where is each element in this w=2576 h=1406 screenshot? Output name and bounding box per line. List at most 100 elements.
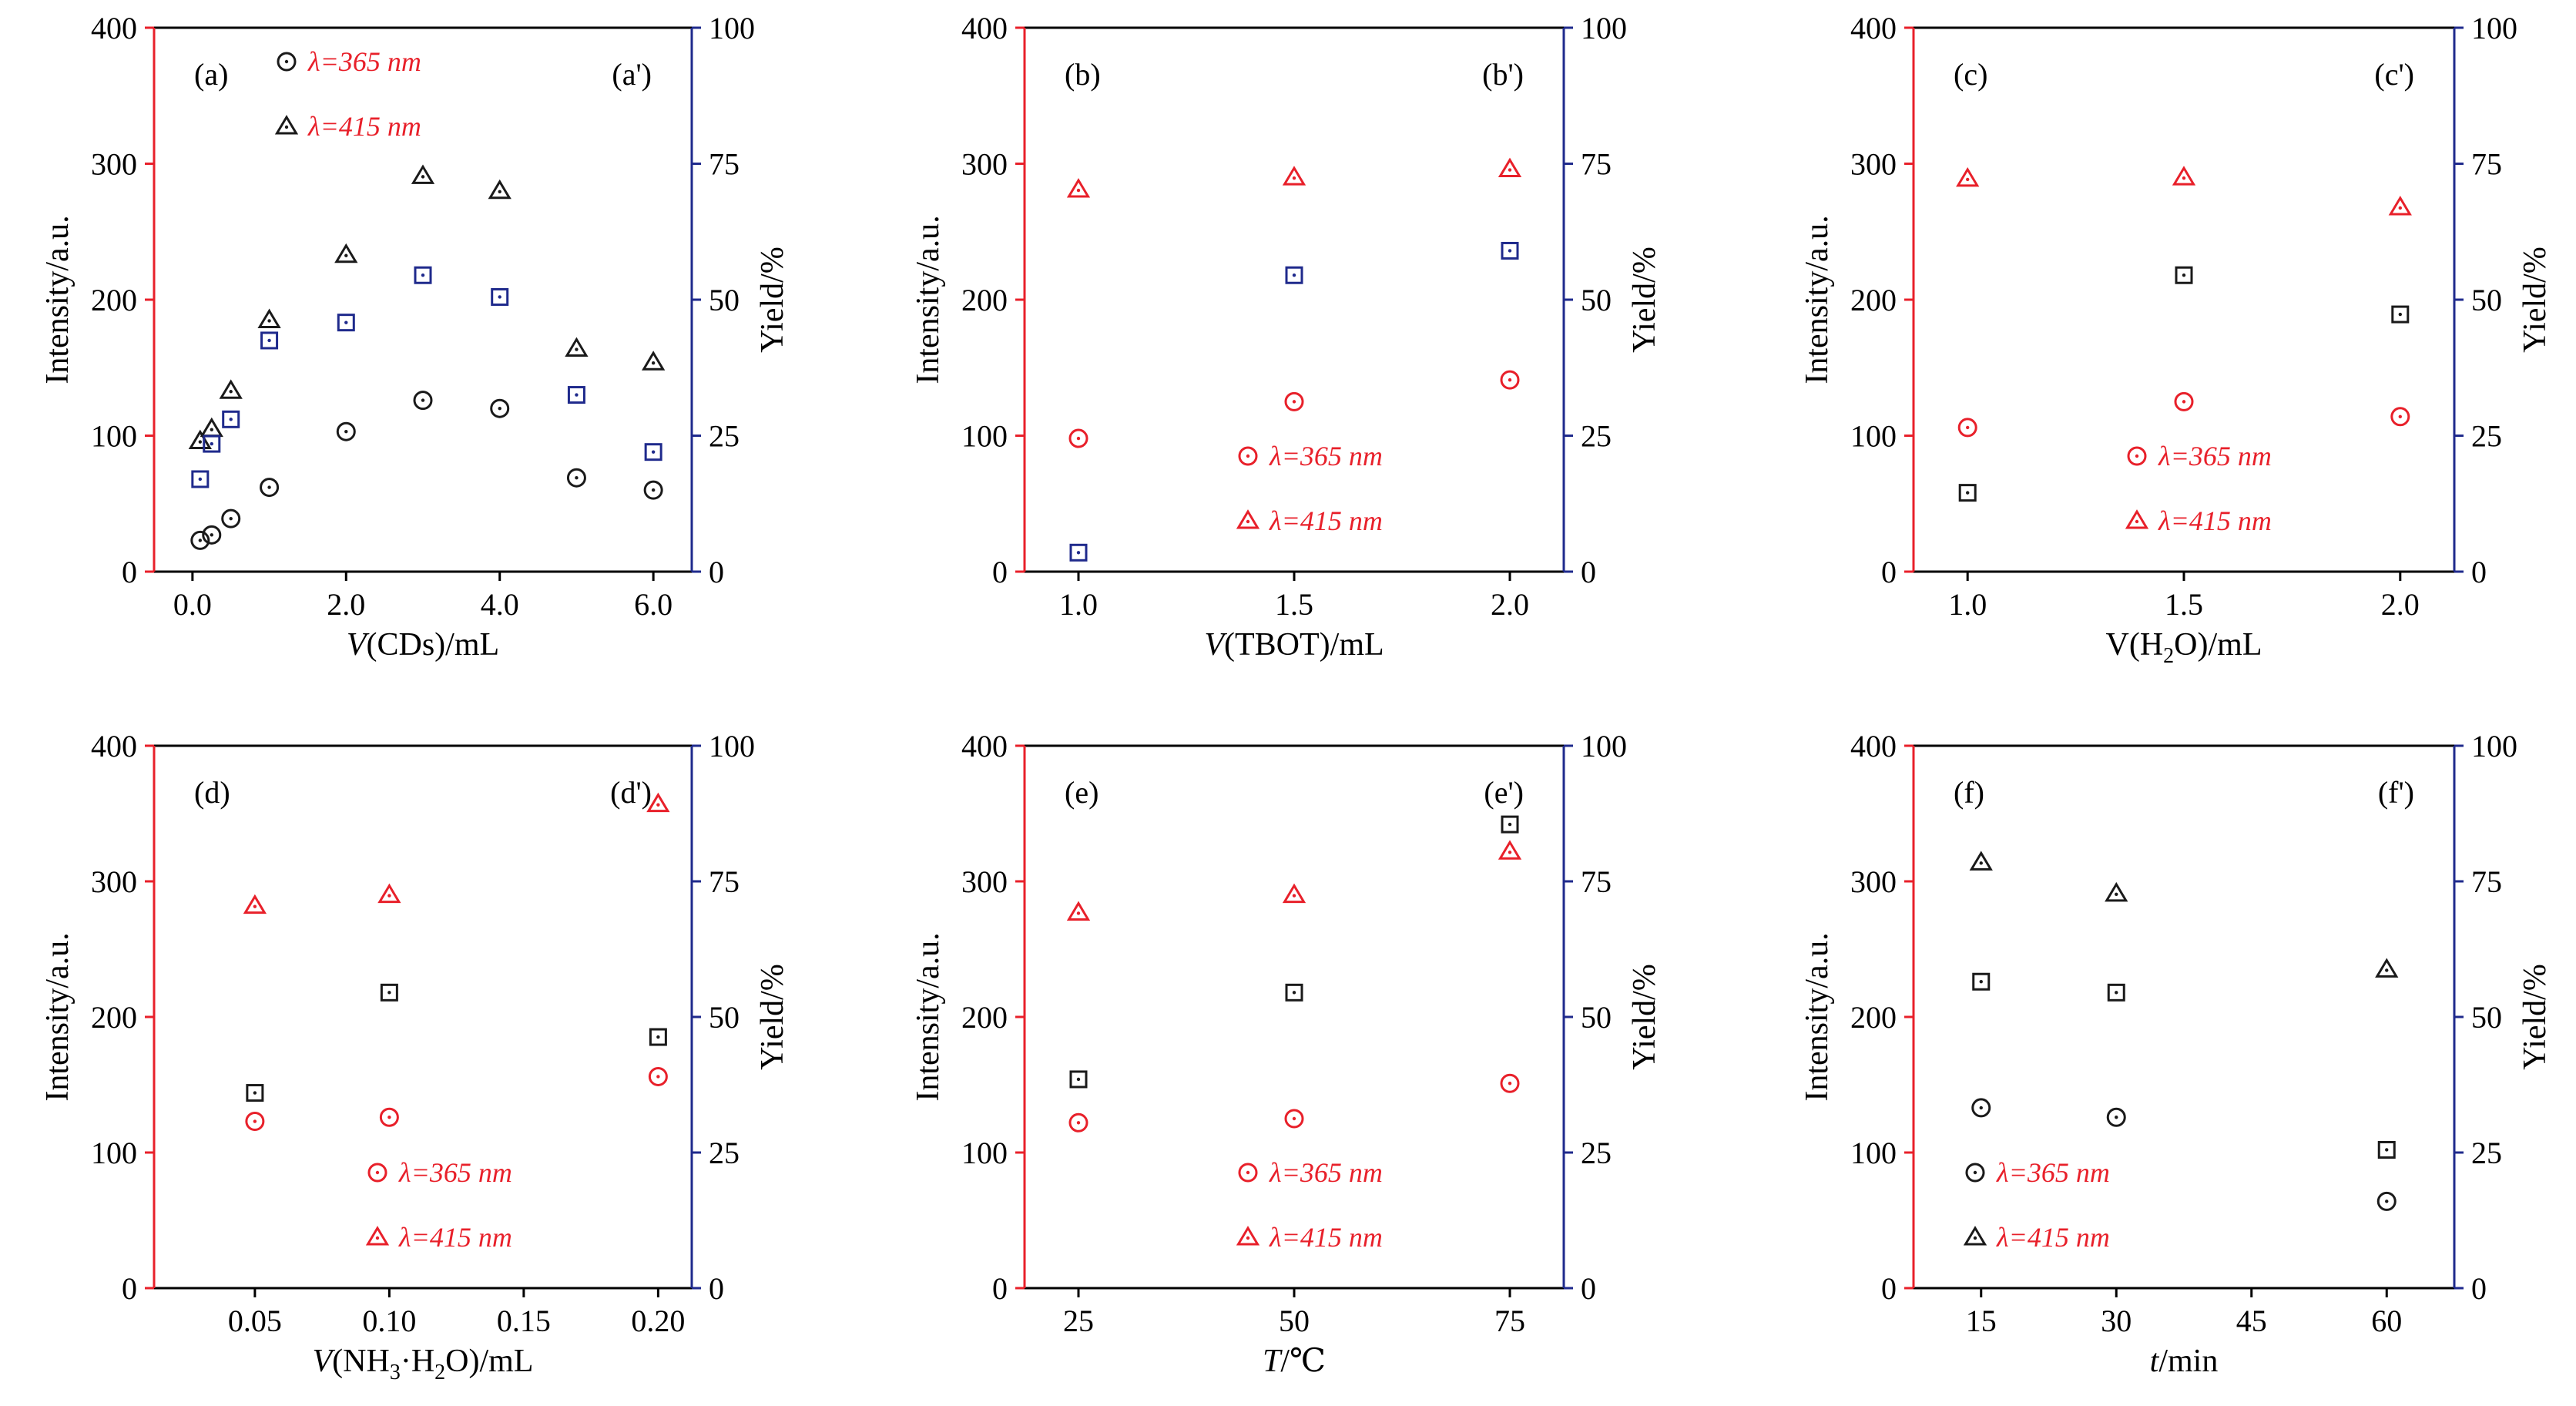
x-axis-label: t/min [2150, 1344, 2219, 1379]
data-point-triangle [1498, 157, 1522, 178]
data-point-square [203, 435, 221, 453]
data-point-circle [1068, 428, 1088, 448]
data-point-circle [202, 525, 222, 545]
panel-tag-right: (d') [610, 775, 652, 810]
panel-tag-left: (c) [1954, 57, 1987, 92]
data-point-circle [566, 468, 586, 488]
data-point-triangle [334, 243, 358, 263]
data-point-triangle [565, 337, 589, 357]
left-y-tick-label: 400 [1850, 11, 1897, 45]
x-tick-label: 25 [1063, 1304, 1094, 1338]
data-point-triangle [642, 351, 666, 371]
x-axis-label: V(H2O)/mL [2106, 627, 2262, 668]
right-y-tick-label: 0 [1581, 1271, 1596, 1306]
data-point-triangle [188, 429, 212, 450]
legend-marker-triangle [2125, 509, 2149, 529]
legend-marker-triangle [1236, 509, 1260, 529]
data-point-triangle [411, 164, 435, 184]
legend-label: λ=415 nm [398, 1222, 512, 1253]
data-point-square [1069, 543, 1088, 562]
legend-label: λ=365 nm [1269, 441, 1383, 471]
data-point-triangle [2105, 881, 2128, 902]
panel-tag-right: (f') [2378, 775, 2414, 810]
data-point-square [2377, 1140, 2396, 1159]
data-point-triangle [219, 379, 243, 399]
left-y-tick-label: 0 [1881, 555, 1897, 589]
chart-panel-b: 1.0 1.5 2.0 0 100 200 300 400 0 25 50 75 100 Intensit… [911, 11, 1662, 663]
left-y-axis-label: Intensity/a.u. [911, 932, 946, 1101]
right-y-tick-label: 50 [1581, 283, 1612, 317]
x-tick-label: 6.0 [634, 587, 673, 622]
legend-label: λ=415 nm [1269, 1222, 1383, 1253]
right-y-tick-label: 100 [2471, 11, 2517, 45]
left-y-tick-label: 0 [1881, 1271, 1897, 1306]
panel-tag-right: (b') [1482, 57, 1524, 92]
data-point-square [1501, 241, 1519, 260]
panel-tag-left: (b) [1065, 57, 1101, 92]
data-point-triangle [1066, 178, 1091, 198]
right-y-axis-label: Yield/% [2517, 247, 2553, 353]
legend-marker-triangle [1236, 1226, 1260, 1246]
left-y-tick-label: 0 [992, 555, 1008, 589]
x-axis-label: V(TBOT)/mL [1204, 627, 1384, 663]
legend-label: λ=365 nm [1996, 1157, 2110, 1188]
left-y-tick-label: 0 [122, 1271, 137, 1306]
right-y-tick-label: 100 [1581, 11, 1627, 45]
data-point-circle [1957, 418, 1977, 438]
data-point-square [649, 1028, 667, 1046]
legend-marker-circle [277, 52, 297, 72]
right-y-tick-label: 50 [709, 1000, 740, 1035]
right-y-axis-label: Yield/% [1627, 247, 1662, 353]
right-y-tick-label: 25 [2471, 419, 2502, 454]
right-y-tick-label: 100 [1581, 729, 1627, 763]
x-axis-label: T/℃ [1263, 1344, 1326, 1379]
data-point-square [2391, 305, 2410, 324]
left-y-tick-label: 300 [91, 147, 137, 182]
right-y-axis-label: Yield/% [2517, 964, 2553, 1070]
x-axis-label: V(CDs)/mL [347, 627, 499, 663]
right-y-tick-label: 50 [2471, 283, 2502, 317]
data-point-triangle [243, 894, 267, 914]
data-point-square [1958, 484, 1977, 502]
x-tick-label: 30 [2101, 1304, 2132, 1338]
data-point-circle [1971, 1098, 1991, 1118]
right-y-tick-label: 100 [709, 729, 755, 763]
right-y-axis-label: Yield/% [755, 964, 790, 1070]
right-y-tick-label: 25 [1581, 419, 1612, 454]
right-y-tick-label: 25 [2471, 1136, 2502, 1170]
data-point-square [191, 470, 210, 488]
panel-tag-left: (f) [1954, 775, 1984, 810]
data-point-circle [648, 1066, 668, 1086]
right-y-tick-label: 0 [709, 1271, 724, 1306]
left-y-axis-label: Intensity/a.u. [1800, 215, 1835, 384]
data-point-square [222, 410, 240, 428]
data-point-square [260, 331, 279, 350]
left-y-tick-label: 300 [91, 864, 137, 899]
data-point-triangle [1498, 840, 1522, 860]
data-point-circle [2390, 407, 2410, 427]
data-point-square [2107, 983, 2125, 1002]
data-point-square [246, 1084, 264, 1102]
right-y-tick-label: 50 [2471, 1000, 2502, 1035]
left-y-axis-label: Intensity/a.u. [40, 215, 75, 384]
data-point-circle [245, 1112, 265, 1132]
left-y-tick-label: 100 [91, 419, 137, 454]
data-point-circle [490, 398, 510, 418]
legend-label: λ=365 nm [2158, 441, 2272, 471]
legend: λ=365 nm λ=415 nm [365, 1157, 512, 1253]
right-y-tick-label: 0 [2471, 555, 2487, 589]
legend: λ=365 nm λ=415 nm [2125, 441, 2272, 536]
left-y-tick-label: 300 [961, 147, 1008, 182]
legend: λ=365 nm λ=415 nm [1236, 1157, 1383, 1253]
legend-label: λ=365 nm [1269, 1157, 1383, 1188]
legend-label: λ=415 nm [2158, 505, 2272, 536]
legend-label: λ=415 nm [307, 111, 421, 142]
left-y-tick-label: 100 [961, 1136, 1008, 1170]
right-y-tick-label: 75 [1581, 864, 1612, 899]
data-point-circle [1284, 391, 1304, 411]
data-point-triangle [1066, 901, 1091, 921]
data-point-triangle [1282, 883, 1306, 904]
right-y-tick-label: 50 [1581, 1000, 1612, 1035]
x-tick-label: 50 [1279, 1304, 1310, 1338]
